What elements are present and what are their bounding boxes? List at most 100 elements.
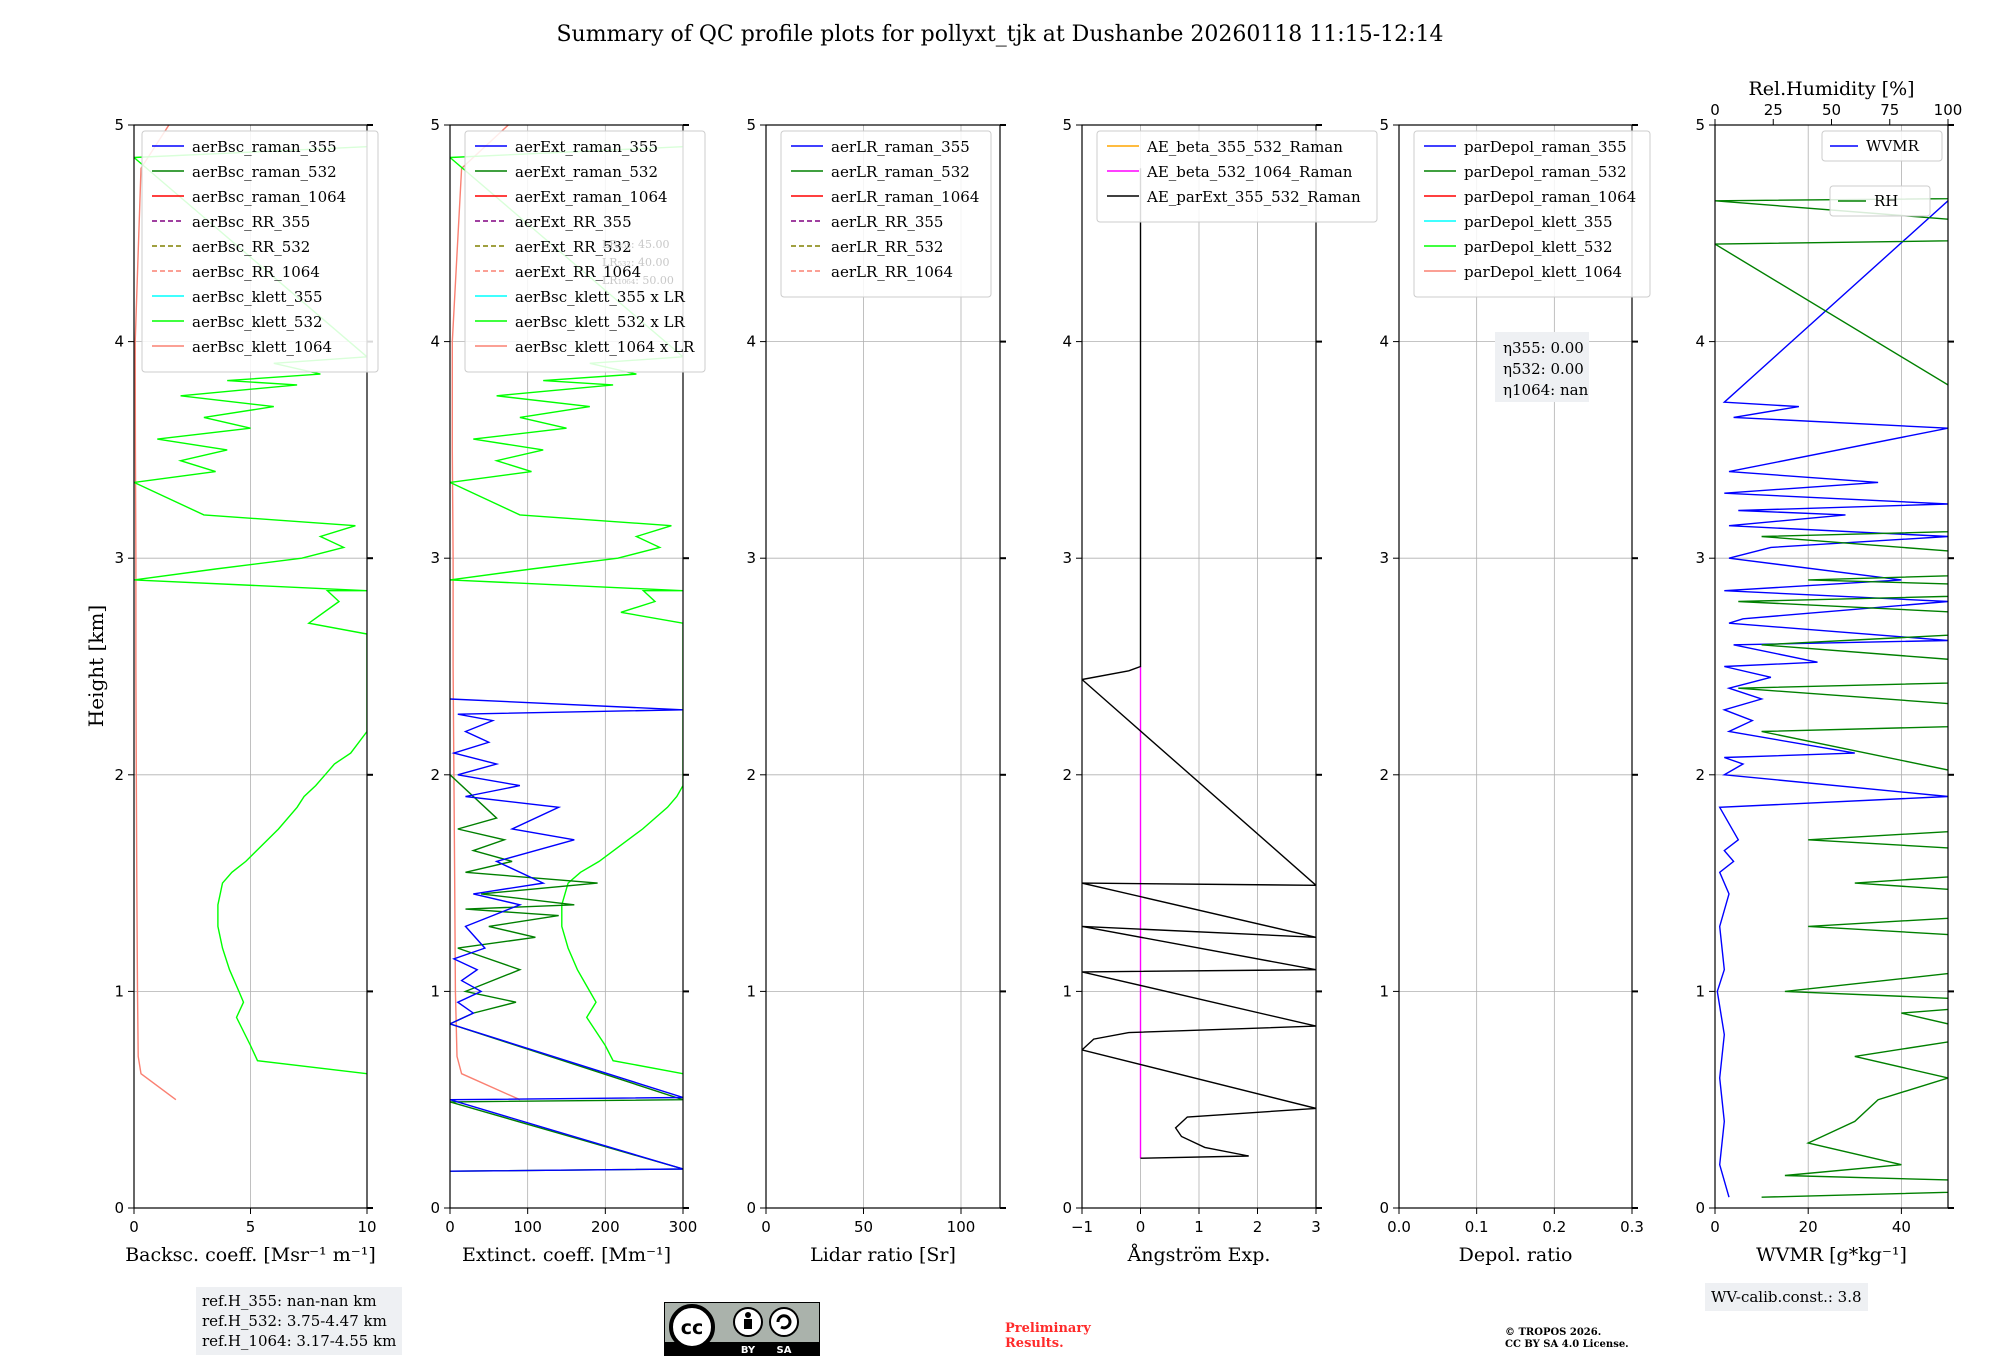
cc-icon [669, 1304, 715, 1350]
y-tick-label: 3 [746, 549, 756, 567]
legend-label: aerBsc_raman_532 [192, 163, 337, 181]
x-tick-label: 0.1 [1465, 1218, 1489, 1236]
x-tick-label: 0 [1136, 1218, 1146, 1236]
svg-text:cc: cc [681, 1317, 704, 1339]
chart-panel-wvmr: 0 20 40 0 25 50 75 100 Rel.Humidity [%] 0 1 2 3 4 5 WVM… [1695, 78, 1962, 1266]
legend-label: aerLR_raman_532 [831, 163, 970, 181]
legend-label: AE_beta_355_532_Raman [1146, 138, 1343, 156]
legend-label: parDepol_klett_532 [1464, 238, 1613, 256]
ref-height-355: ref.H_355: nan-nan km [202, 1292, 377, 1310]
y-tick-label: 3 [1695, 549, 1705, 567]
legend-label: aerBsc_raman_355 [192, 138, 337, 156]
legend-box [780, 130, 992, 298]
y-axis-label: Height [km] [84, 605, 108, 727]
axes-frame [765, 124, 1001, 1209]
series-line-aerBsc_klett_532 [134, 146, 367, 1075]
chart-panel-depol: 0.0 0.1 0.2 0.3 0 1 2 3 4 5 Depol. ratio parDepol_r… [1379, 116, 1651, 1266]
x-tick-label: 0.3 [1620, 1218, 1644, 1236]
legend-label: aerLR_RR_355 [831, 213, 943, 231]
eta-box-bg [1495, 332, 1589, 402]
axes-frame [1714, 124, 1949, 1209]
copyright-line-1: © TROPOS 2026. [1505, 1327, 1602, 1338]
legend-label: aerBsc_RR_1064 [192, 263, 320, 281]
cc-by-label: BY [741, 1345, 756, 1356]
legend-label: parDepol_raman_1064 [1464, 188, 1636, 206]
legend-label: aerBsc_RR_355 [192, 213, 310, 231]
y-tick-label: 3 [430, 549, 440, 567]
legend-box [464, 130, 706, 373]
top-x-tick-label: 0 [1710, 101, 1720, 119]
x-tick-label: 40 [1892, 1218, 1911, 1236]
eta-label: η532: 0.00 [1503, 360, 1584, 378]
y-tick-label: 0 [746, 1199, 756, 1217]
eta-label: η355: 0.00 [1503, 339, 1584, 357]
wv-calibration-box: WV-calib.const.: 3.8 [1705, 1283, 1868, 1311]
legend-label: aerExt_raman_355 [515, 138, 658, 156]
cc-by-sa-badge: cc BY SA [664, 1302, 820, 1356]
top-x-tick-label: 25 [1764, 101, 1783, 119]
copyright-line-2: CC BY SA 4.0 License. [1505, 1339, 1629, 1350]
legend-label: aerExt_RR_1064 [515, 263, 641, 281]
copyright-note: © TROPOS 2026. CC BY SA 4.0 License. [1505, 1327, 1629, 1351]
x-axis-label: Backsc. coeff. [Msr⁻¹ m⁻¹] [125, 1244, 376, 1266]
y-tick-label: 1 [746, 982, 756, 1000]
lidar-ratio-label: LR₁₀₆₄: 50.00 [602, 274, 674, 287]
x-tick-label: 5 [246, 1218, 256, 1236]
x-tick-label: 0 [129, 1218, 139, 1236]
x-tick-label: 0.2 [1542, 1218, 1566, 1236]
legend-label: aerLR_RR_532 [831, 238, 943, 256]
y-tick-label: 5 [1379, 116, 1389, 134]
legend-label: aerBsc_klett_355 [192, 288, 323, 306]
preliminary-note: Preliminary Results. [1005, 1321, 1091, 1351]
series-line-aerExt_raman_355 [450, 698, 683, 1172]
legend-box [141, 130, 379, 373]
y-tick-label: 0 [1379, 1199, 1389, 1217]
ref-height-532: ref.H_532: 3.75-4.47 km [202, 1312, 387, 1330]
legend: AE_beta_355_532_Raman AE_beta_532_1064_Ra… [1096, 130, 1378, 223]
y-tick-label: 4 [114, 333, 124, 351]
legend-label: RH [1874, 192, 1898, 210]
legend-label: aerBsc_klett_532 [192, 313, 323, 331]
x-tick-label: 20 [1799, 1218, 1818, 1236]
legend-label: parDepol_klett_355 [1464, 213, 1613, 231]
legend-label: aerBsc_klett_1064 [192, 338, 332, 356]
y-tick-label: 4 [1379, 333, 1389, 351]
y-tick-label: 3 [1062, 549, 1072, 567]
wv-calibration-constant: WV-calib.const.: 3.8 [1711, 1288, 1862, 1306]
y-tick-label: 2 [1379, 766, 1389, 784]
y-tick-label: 0 [430, 1199, 440, 1217]
x-axis-label: WVMR [g*kg⁻¹] [1756, 1244, 1907, 1266]
y-tick-label: 3 [1379, 549, 1389, 567]
x-tick-label: −1 [1071, 1218, 1093, 1236]
x-tick-label: 50 [854, 1218, 873, 1236]
x-axis-label: Ångström Exp. [1127, 1244, 1271, 1266]
legend-label: aerBsc_klett_532 x LR [515, 313, 686, 331]
legend: parDepol_raman_355 parDepol_raman_532 parD… [1413, 130, 1651, 298]
y-tick-label: 0 [1695, 1199, 1705, 1217]
legend-label: parDepol_klett_1064 [1464, 263, 1622, 281]
legend-label: aerBsc_raman_1064 [192, 188, 346, 206]
legend-box [1821, 130, 1943, 162]
legend-label: AE_parExt_355_532_Raman [1146, 188, 1361, 206]
legend-label: AE_beta_532_1064_Raman [1146, 163, 1353, 181]
preliminary-line-2: Results. [1005, 1336, 1064, 1351]
legend-label: aerExt_raman_532 [515, 163, 658, 181]
legend-label: aerBsc_klett_355 x LR [515, 288, 686, 306]
y-tick-label: 0 [1062, 1199, 1072, 1217]
legend-label: aerLR_RR_1064 [831, 263, 953, 281]
series-line-RH [1715, 197, 1948, 1198]
x-tick-label: 0.0 [1387, 1218, 1411, 1236]
legend: aerBsc_raman_355 aerBsc_raman_532 aerBsc_r… [141, 130, 379, 373]
x-tick-label: 1 [1194, 1218, 1204, 1236]
legend-label: aerBsc_klett_1064 x LR [515, 338, 695, 356]
y-tick-label: 4 [1062, 333, 1072, 351]
x-axis-label: Lidar ratio [Sr] [810, 1244, 956, 1266]
y-tick-label: 5 [746, 116, 756, 134]
legend-box [1829, 185, 1931, 217]
eta-label: η1064: nan [1503, 381, 1589, 399]
y-tick-label: 5 [430, 116, 440, 134]
x-tick-label: 0 [1710, 1218, 1720, 1236]
lidar-ratio-label: LR₅₃₂: 40.00 [602, 256, 670, 269]
top-x-tick-label: 75 [1880, 101, 1899, 119]
